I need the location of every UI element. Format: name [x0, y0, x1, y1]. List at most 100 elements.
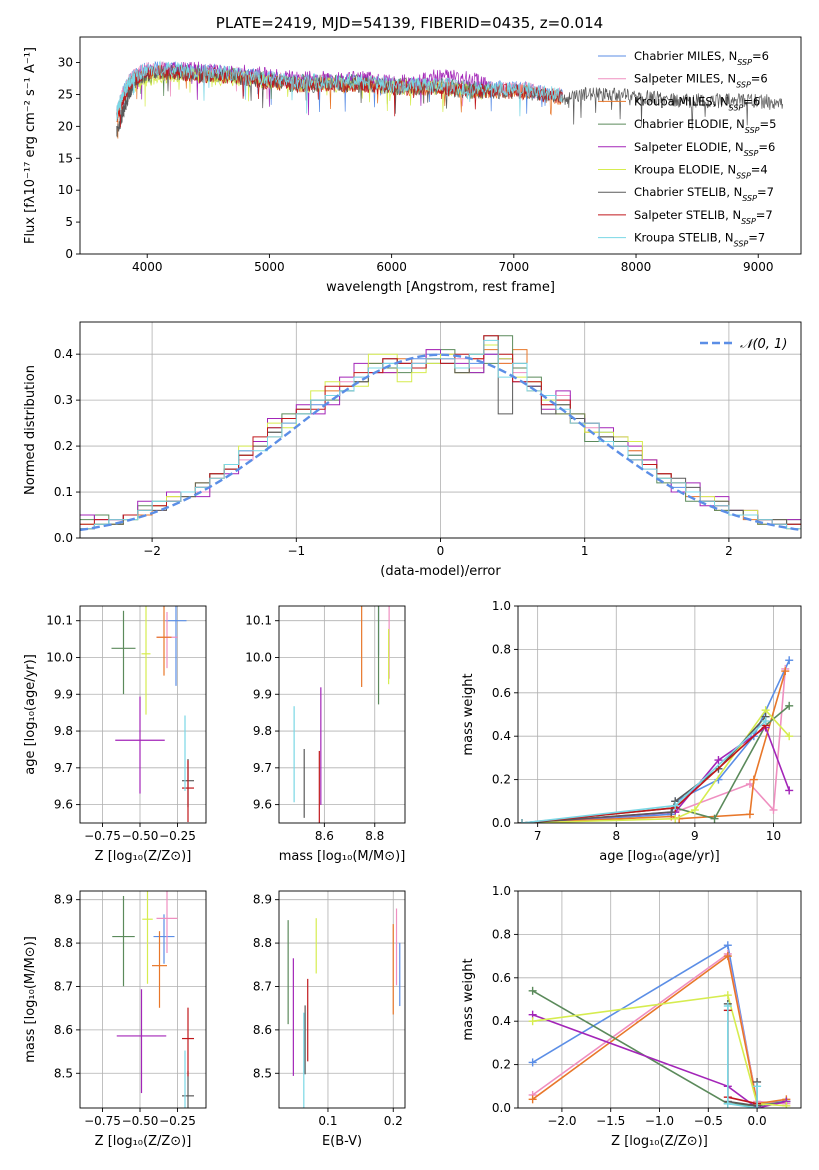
legend-label: Chabrier MILES, NSSP=6: [634, 49, 769, 67]
y-tick-label: 5: [65, 215, 73, 229]
weight-line: [532, 990, 787, 1107]
chart-age_vs_Z: −0.75 −0.50 −0.25 9.6 9.7 9.8 9.9 10.0 10.1 Z [lo…: [23, 605, 207, 864]
y-axis-label: mass [log₁₀(M/M⊙)]: [23, 936, 38, 1063]
histogram-step: [80, 339, 801, 530]
x-tick-label: 8.6: [315, 829, 334, 843]
axes-frame: [79, 36, 802, 255]
x-tick-label: 0: [437, 544, 445, 558]
legend-label: Chabrier STELIB, NSSP=7: [634, 185, 774, 203]
legend-label: Chabrier ELODIE, NSSP=5: [634, 117, 776, 135]
y-tick-label: 9.7: [54, 761, 73, 775]
x-axis-label: age [log₁₀(age/yr)]: [599, 849, 720, 864]
legend: Chabrier MILES, NSSP=6 Salpeter MILES, NS…: [598, 49, 776, 248]
spectrum-line: [116, 64, 784, 138]
x-tick-label: 7: [534, 829, 542, 843]
y-tick-label: 30: [58, 56, 73, 70]
y-axis-label: Normed distribution: [23, 365, 38, 495]
x-axis-label: mass [log₁₀(M/M⊙)]: [279, 849, 406, 864]
y-tick-label: 10.1: [245, 614, 272, 628]
axes-frame: [517, 605, 802, 824]
weight-line: [521, 716, 767, 823]
x-axis-label: Z [log₁₀(Z/Z⊙)]: [611, 1134, 708, 1149]
figure-title: PLATE=2419, MJD=54139, FIBERID=0435, z=0…: [216, 14, 603, 32]
y-tick-label: 25: [58, 87, 73, 101]
x-tick-label: −1: [287, 544, 305, 558]
y-tick-label: 0.3: [54, 393, 73, 407]
x-axis-label: Z [log₁₀(Z/Z⊙)]: [95, 1134, 192, 1149]
y-tick-label: 15: [58, 151, 73, 165]
legend-label: Salpeter MILES, NSSP=6: [634, 72, 768, 90]
x-tick-label: −0.75: [84, 1114, 121, 1128]
plot-area: [116, 60, 784, 139]
plot-area: [287, 908, 401, 1108]
weight-line: [521, 724, 767, 823]
y-tick-label: 9.6: [54, 798, 73, 812]
chart-mass_vs_Z: −0.75 −0.50 −0.25 8.5 8.6 8.7 8.8 8.9 Z [log₁₀(Z…: [23, 890, 207, 1149]
y-tick-label: 10: [58, 183, 73, 197]
y-tick-label: 8.8: [54, 936, 73, 950]
x-tick-label: −0.50: [122, 1114, 159, 1128]
y-tick-label: 0.2: [54, 439, 73, 453]
y-tick-label: 8.7: [253, 979, 272, 993]
y-tick-label: 10.1: [46, 614, 73, 628]
legend-label: Salpeter STELIB, NSSP=7: [634, 208, 773, 226]
axes-frame: [79, 605, 207, 824]
x-tick-label: −1.5: [596, 1114, 625, 1128]
y-tick-label: 9.9: [253, 687, 272, 701]
y-tick-label: 9.8: [253, 724, 272, 738]
y-tick-label: 8.8: [253, 936, 272, 950]
x-tick-label: −0.25: [159, 829, 196, 843]
y-axis-label: mass weight: [461, 673, 476, 755]
plot-area: [80, 335, 801, 532]
y-axis-label: Flux [fλ10⁻¹⁷ erg cm⁻² s⁻¹ A⁻¹]: [23, 47, 38, 244]
chart-mass_vs_EBV: 0.1 0.2 8.5 8.6 8.7 8.8 8.9 E(B-V): [253, 890, 406, 1149]
axes-grid: [279, 891, 405, 1108]
y-tick-label: 0.2: [492, 1058, 511, 1072]
axes-frame: [79, 890, 207, 1109]
y-tick-label: 8.9: [253, 893, 272, 907]
y-tick-label: 8.5: [54, 1066, 73, 1080]
y-tick-label: 1.0: [492, 884, 511, 898]
x-tick-label: −0.25: [159, 1114, 196, 1128]
x-tick-label: 0.0: [748, 1114, 767, 1128]
x-tick-label: 7000: [499, 260, 530, 274]
weight-line: [532, 954, 787, 1105]
y-tick-label: 10.0: [245, 650, 272, 664]
x-tick-label: −0.75: [84, 829, 121, 843]
axes-frame: [278, 605, 406, 824]
x-axis-label: Z [log₁₀(Z/Z⊙)]: [95, 849, 192, 864]
weight-line: [521, 705, 790, 823]
x-tick-label: −2.0: [547, 1114, 576, 1128]
x-tick-label: 9000: [743, 260, 774, 274]
axes-grid: [518, 605, 801, 824]
chart-mass_weight_vs_age: 7 8 9 10 0.0 0.2 0.4 0.6 0.8 1.0 age [log₁₀(age/yr…: [461, 599, 802, 864]
x-tick-label: 1: [581, 544, 589, 558]
axes-grid: [80, 606, 206, 823]
y-axis-label: age [log₁₀(age/yr)]: [23, 654, 38, 775]
legend-label: Salpeter ELODIE, NSSP=6: [634, 140, 775, 158]
legend-label: 𝒩(0, 1): [740, 337, 787, 352]
gaussian-reference-line: [80, 353, 801, 532]
x-axis-label: E(B-V): [322, 1134, 362, 1149]
plot-area: [111, 606, 194, 823]
axes-grid: [80, 891, 206, 1108]
x-axis-label: wavelength [Angstrom, rest frame]: [326, 280, 555, 295]
plot-area: [293, 606, 390, 823]
y-tick-label: 0.6: [492, 971, 511, 985]
axes-frame: [278, 890, 406, 1109]
y-tick-label: 9.7: [253, 761, 272, 775]
y-tick-label: 10.0: [46, 650, 73, 664]
x-tick-label: 8.8: [365, 829, 384, 843]
y-tick-label: 0: [65, 247, 73, 261]
weight-line: [532, 994, 787, 1107]
y-tick-label: 20: [58, 119, 73, 133]
x-tick-label: 0.1: [318, 1114, 337, 1128]
y-tick-label: 0.0: [492, 816, 511, 830]
y-tick-label: 8.9: [54, 893, 73, 907]
x-tick-label: 9: [691, 829, 699, 843]
x-tick-label: 5000: [254, 260, 285, 274]
y-tick-label: 0.4: [54, 347, 73, 361]
y-tick-label: 8.7: [54, 979, 73, 993]
x-tick-label: −0.5: [694, 1114, 723, 1128]
